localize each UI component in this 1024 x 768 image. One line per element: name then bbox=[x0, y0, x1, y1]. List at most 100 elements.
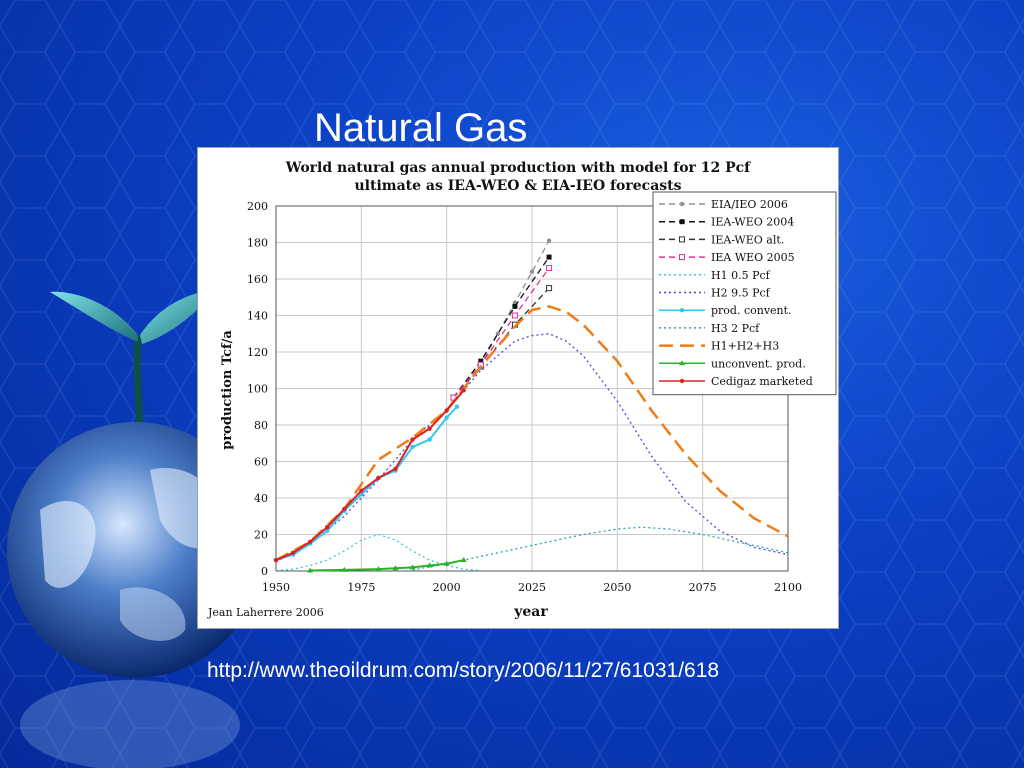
series-7 bbox=[412, 526, 789, 571]
data-point bbox=[392, 565, 399, 571]
data-point bbox=[325, 525, 330, 530]
legend-label: prod. convent. bbox=[711, 304, 792, 317]
legend-label: IEA-WEO alt. bbox=[711, 233, 784, 246]
x-tick-label: 2000 bbox=[433, 581, 461, 594]
legend: EIA/IEO 2006 IEA-WEO 2004 IEA-WEO alt. IEA … bbox=[652, 191, 837, 396]
y-tick-label: 180 bbox=[247, 237, 268, 250]
x-tick-label: 2100 bbox=[774, 581, 802, 594]
slide-title: Natural Gas bbox=[314, 106, 528, 150]
chart-credit: Jean Laherrere 2006 bbox=[207, 606, 324, 619]
y-tick-label: 60 bbox=[254, 456, 268, 469]
series-1 bbox=[450, 254, 552, 401]
data-point bbox=[443, 560, 450, 566]
y-axis-label: production Tcf/a bbox=[220, 330, 235, 450]
legend-marker bbox=[679, 236, 685, 243]
legend-marker bbox=[679, 378, 685, 384]
legend-marker bbox=[679, 201, 685, 207]
series-line bbox=[452, 256, 550, 399]
legend-marker bbox=[679, 254, 685, 261]
data-point bbox=[454, 404, 460, 409]
data-point bbox=[546, 285, 553, 292]
legend-label: IEA WEO 2005 bbox=[711, 251, 795, 264]
data-point bbox=[427, 437, 432, 442]
data-point bbox=[511, 312, 518, 319]
data-point bbox=[444, 408, 449, 413]
chart-subtitle: ultimate as IEA-WEO & EIA-IEO forecasts bbox=[355, 178, 682, 194]
data-point bbox=[375, 566, 382, 572]
x-tick-label: 2050 bbox=[603, 581, 631, 594]
y-tick-label: 160 bbox=[247, 273, 268, 286]
y-tick-label: 200 bbox=[247, 200, 268, 213]
data-point bbox=[460, 557, 467, 563]
series-layer bbox=[273, 238, 789, 573]
legend-marker bbox=[679, 308, 685, 313]
data-point bbox=[546, 238, 552, 243]
y-tick-label: 80 bbox=[254, 419, 268, 432]
data-point bbox=[325, 528, 330, 534]
legend-label: H1 0.5 Pcf bbox=[711, 269, 771, 282]
series-10 bbox=[273, 388, 466, 563]
data-point bbox=[410, 437, 415, 442]
data-point bbox=[512, 303, 518, 309]
legend-label: H2 9.5 Pcf bbox=[711, 287, 771, 300]
series-line bbox=[452, 267, 550, 399]
data-point bbox=[307, 539, 313, 544]
data-point bbox=[410, 444, 415, 450]
data-point bbox=[461, 388, 466, 393]
data-point bbox=[495, 331, 501, 336]
chart-title: World natural gas annual production with… bbox=[285, 160, 751, 176]
legend-label: H1+H2+H3 bbox=[711, 340, 779, 353]
x-tick-label: 1950 bbox=[262, 581, 290, 594]
x-tick-label: 2075 bbox=[689, 581, 717, 594]
series-8 bbox=[275, 305, 789, 562]
x-tick-label: 1975 bbox=[347, 581, 375, 594]
legend-marker bbox=[679, 219, 685, 225]
series-line bbox=[452, 240, 550, 399]
legend-label: H3 2 Pcf bbox=[711, 322, 760, 335]
legend-box bbox=[652, 191, 837, 396]
legend-label: Cedigaz marketed bbox=[711, 375, 813, 388]
data-point bbox=[444, 415, 449, 420]
series-3 bbox=[450, 265, 553, 401]
data-point bbox=[427, 426, 432, 431]
legend-label: unconvent. prod. bbox=[711, 357, 806, 370]
y-tick-label: 40 bbox=[254, 492, 268, 505]
data-point bbox=[376, 475, 381, 481]
axes: 0 20 40 60 80 100 120 140 160 180 200 1950 1975 2000 2… bbox=[247, 200, 802, 594]
series-line bbox=[412, 526, 789, 571]
data-point bbox=[546, 254, 552, 260]
data-point bbox=[342, 506, 347, 512]
series-9 bbox=[307, 557, 467, 573]
data-point bbox=[426, 562, 433, 568]
x-tick-label: 2025 bbox=[518, 581, 546, 594]
y-tick-label: 0 bbox=[261, 565, 268, 578]
y-tick-label: 140 bbox=[247, 310, 268, 323]
data-point bbox=[273, 557, 279, 563]
x-axis-label: year bbox=[513, 604, 548, 620]
data-point bbox=[409, 564, 416, 570]
data-point bbox=[341, 566, 348, 572]
legend-label: EIA/IEO 2006 bbox=[711, 198, 788, 211]
y-tick-label: 20 bbox=[254, 529, 268, 542]
series-0 bbox=[451, 238, 552, 400]
series-line bbox=[275, 533, 481, 572]
data-point bbox=[393, 466, 398, 471]
series-line bbox=[275, 305, 789, 562]
legend-label: IEA-WEO 2004 bbox=[711, 216, 794, 229]
series-4 bbox=[275, 533, 481, 572]
series-line bbox=[275, 389, 465, 561]
y-tick-label: 120 bbox=[247, 346, 268, 359]
chart-svg: World natural gas annual production with… bbox=[207, 160, 837, 620]
source-url-link[interactable]: http://www.theoildrum.com/story/2006/11/… bbox=[207, 659, 720, 682]
data-point bbox=[307, 567, 314, 573]
data-point bbox=[359, 488, 364, 493]
chart-figure: World natural gas annual production with… bbox=[197, 147, 839, 629]
series-line bbox=[310, 559, 464, 572]
y-tick-label: 100 bbox=[247, 383, 268, 396]
series-line bbox=[275, 406, 458, 562]
data-point bbox=[546, 265, 553, 272]
data-point bbox=[478, 358, 484, 364]
data-point bbox=[290, 550, 296, 555]
data-point bbox=[529, 269, 535, 274]
legend-marker bbox=[679, 360, 685, 366]
